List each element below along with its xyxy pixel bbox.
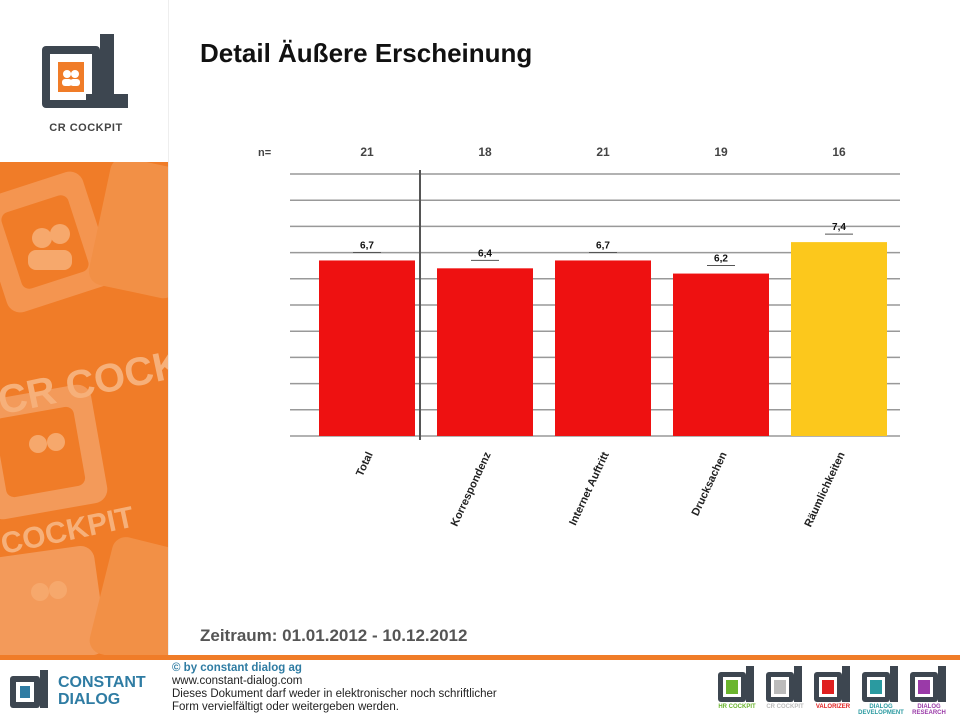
n-value: 19 xyxy=(714,145,728,159)
bar xyxy=(437,268,533,436)
data-label: 6,4 xyxy=(478,248,492,259)
footer-rule xyxy=(0,655,960,660)
notice-line-1: Dieses Dokument darf weder in elektronis… xyxy=(172,688,497,700)
brand-line-2: DIALOG xyxy=(58,691,121,708)
product-logo-icon xyxy=(910,666,946,702)
product-label: HR COCKPIT xyxy=(718,704,756,710)
product-logo: DIALOG RESEARCH xyxy=(908,664,950,718)
x-tick-label: Drucksachen xyxy=(690,450,730,518)
website-link[interactable]: www.constant-dialog.com xyxy=(172,675,303,687)
pattern-graphic: CR COCKPIT COCKPIT xyxy=(0,162,168,655)
x-tick-label: Total xyxy=(354,450,376,478)
page-title: Detail Äußere Erscheinung xyxy=(200,38,533,68)
n-value: 18 xyxy=(478,145,492,159)
product-logo-icon xyxy=(766,666,802,702)
notice-line-2: Form vervielfältigt oder weitergeben wer… xyxy=(172,701,399,713)
bar xyxy=(555,260,651,436)
bar-chart: n= 21 6,7 Total 18 6,4 Korrespondenz 21 6,7 Inter… xyxy=(240,130,920,570)
n-value: 21 xyxy=(596,145,610,159)
product-logo: VALORIZER xyxy=(812,664,854,718)
n-label: n= xyxy=(258,147,271,159)
brand-line-1: CONSTANT xyxy=(58,674,146,691)
bar xyxy=(673,273,769,436)
product-label: DIALOG DEVELOPMENT xyxy=(858,704,904,716)
x-tick-label: Räumlichkeiten xyxy=(802,450,847,529)
data-label: 7,4 xyxy=(832,222,846,233)
data-label: 6,7 xyxy=(360,240,374,251)
product-label: CR COCKPIT xyxy=(766,704,804,710)
footer-text: © by constant dialog ag www.constant-dia… xyxy=(172,662,497,714)
bar-chart-svg: n= 21 6,7 Total 18 6,4 Korrespondenz 21 6,7 Inter… xyxy=(258,145,900,529)
product-logo: HR COCKPIT xyxy=(716,664,758,718)
period-label: Zeitraum: 01.01.2012 - 10.12.2012 xyxy=(200,626,468,645)
constant-dialog-icon xyxy=(10,670,48,708)
x-tick-label: Internet Auftritt xyxy=(567,450,612,528)
n-value: 16 xyxy=(832,145,846,159)
data-label: 6,2 xyxy=(714,254,728,265)
x-tick-label: Korrespondenz xyxy=(449,450,494,529)
product-label: DIALOG RESEARCH xyxy=(912,704,946,716)
copyright: © by constant dialog ag xyxy=(172,662,302,674)
bar xyxy=(319,260,415,436)
bar xyxy=(791,242,887,436)
cr-cockpit-logo-icon xyxy=(42,34,128,108)
product-logo-icon xyxy=(814,666,850,702)
sidebar-divider xyxy=(168,0,169,655)
n-value: 21 xyxy=(360,145,374,159)
product-logo-icon xyxy=(718,666,754,702)
logo-text: CR COCKPIT xyxy=(49,122,123,134)
data-label: 6,7 xyxy=(596,240,610,251)
product-logo: DIALOG DEVELOPMENT xyxy=(858,664,904,718)
constant-dialog-logo: CONSTANT DIALOG xyxy=(8,666,168,714)
product-label: VALORIZER xyxy=(815,704,851,710)
sidebar: CR COCKPIT CR COCKPIT COCKPIT xyxy=(0,0,168,655)
footer-brand-name: CONSTANT DIALOG xyxy=(58,674,146,708)
cr-cockpit-logo: CR COCKPIT xyxy=(36,32,136,137)
product-logo-icon xyxy=(862,666,898,702)
product-logo: CR COCKPIT xyxy=(764,664,806,718)
product-logos: HR COCKPIT CR COCKPIT VALORIZER DIALOG DEVE… xyxy=(716,664,950,718)
sidebar-pattern: CR COCKPIT COCKPIT xyxy=(0,162,168,655)
footer: CONSTANT DIALOG © by constant dialog ag … xyxy=(0,660,960,720)
